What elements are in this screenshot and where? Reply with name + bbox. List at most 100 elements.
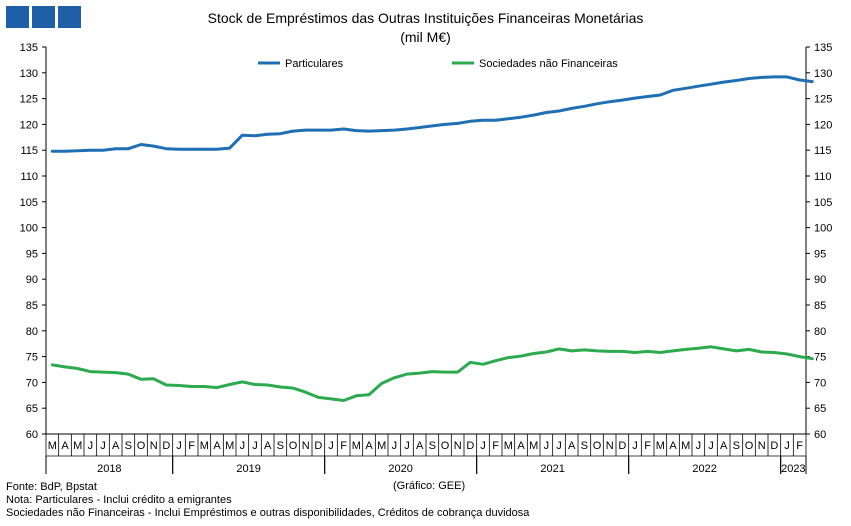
x-tick-label: M xyxy=(681,440,690,452)
x-tick-label: J xyxy=(176,440,182,452)
y-tick-label-left: 90 xyxy=(26,274,38,286)
x-tick-label: O xyxy=(441,440,450,452)
x-tick-label: F xyxy=(340,440,347,452)
x-tick-label: M xyxy=(225,440,234,452)
y-tick-label-right: 135 xyxy=(814,42,832,54)
series-line-particulares xyxy=(50,75,814,153)
x-tick-label: A xyxy=(264,440,272,452)
y-tick-label-right: 60 xyxy=(814,429,826,441)
x-tick-label: D xyxy=(770,440,778,452)
chart-title: Stock de Empréstimos das Outras Institui… xyxy=(0,9,851,47)
chart-title-line2: (mil M€) xyxy=(400,29,451,45)
y-tick-label-right: 125 xyxy=(814,94,832,106)
x-tick-label: J xyxy=(544,440,550,452)
chart-credit: (Gráfico: GEE) xyxy=(393,480,466,492)
x-tick-label: O xyxy=(745,440,754,452)
x-tick-label: D xyxy=(162,440,170,452)
y-tick-label-left: 110 xyxy=(20,171,38,183)
x-tick-label: J xyxy=(632,440,638,452)
x-tick-label: S xyxy=(733,440,740,452)
y-tick-label-right: 120 xyxy=(814,119,832,131)
y-tick-label-left: 115 xyxy=(20,145,38,157)
y-tick-label-left: 130 xyxy=(20,68,38,80)
x-year-label: 2023 xyxy=(781,463,805,475)
legend-label: Particulares xyxy=(285,58,344,70)
y-tick-label-right: 95 xyxy=(814,248,826,260)
y-tick-label-left: 65 xyxy=(26,403,38,415)
y-tick-label-right: 80 xyxy=(814,326,826,338)
x-tick-label: N xyxy=(454,440,462,452)
y-tick-label-left: 100 xyxy=(20,223,38,235)
x-tick-label: A xyxy=(416,440,424,452)
x-tick-label: M xyxy=(352,440,361,452)
x-tick-label: J xyxy=(100,440,106,452)
x-tick-label: A xyxy=(568,440,576,452)
legend-label: Sociedades não Financeiras xyxy=(479,58,618,70)
x-tick-label: O xyxy=(593,440,602,452)
x-tick-label: D xyxy=(314,440,322,452)
series-line-sociedades xyxy=(50,345,814,402)
x-tick-label: O xyxy=(289,440,298,452)
x-tick-label: F xyxy=(492,440,499,452)
y-tick-label-left: 95 xyxy=(26,248,38,260)
y-tick-label-right: 85 xyxy=(814,300,826,312)
x-year-label: 2022 xyxy=(692,463,716,475)
y-tick-label-right: 105 xyxy=(814,197,832,209)
x-tick-label: A xyxy=(720,440,728,452)
x-tick-label: J xyxy=(88,440,94,452)
source-note: Fonte: BdP, Bpstat xyxy=(6,481,97,493)
x-tick-label: J xyxy=(328,440,334,452)
x-tick-label: J xyxy=(784,440,790,452)
x-tick-label: S xyxy=(277,440,284,452)
y-tick-label-right: 90 xyxy=(814,274,826,286)
x-tick-label: M xyxy=(48,440,57,452)
y-tick-label-left: 60 xyxy=(26,429,38,441)
y-tick-label-right: 115 xyxy=(814,145,832,157)
y-tick-label-left: 135 xyxy=(20,42,38,54)
x-tick-label: A xyxy=(517,440,525,452)
x-year-label: 2020 xyxy=(388,463,412,475)
x-tick-label: J xyxy=(556,440,562,452)
y-tick-label-left: 70 xyxy=(26,377,38,389)
y-tick-label-right: 65 xyxy=(814,403,826,415)
y-tick-label-left: 75 xyxy=(26,352,38,364)
y-tick-label-left: 120 xyxy=(20,119,38,131)
brand-logo xyxy=(6,6,81,28)
x-tick-label: S xyxy=(429,440,436,452)
y-tick-label-left: 85 xyxy=(26,300,38,312)
y-tick-label-right: 100 xyxy=(814,223,832,235)
x-tick-label: M xyxy=(656,440,665,452)
x-tick-label: M xyxy=(529,440,538,452)
y-tick-label-right: 110 xyxy=(814,171,832,183)
x-tick-label: D xyxy=(618,440,626,452)
x-tick-label: N xyxy=(302,440,310,452)
x-tick-label: M xyxy=(200,440,209,452)
x-tick-label: J xyxy=(404,440,410,452)
x-tick-label: A xyxy=(112,440,120,452)
y-tick-label-right: 70 xyxy=(814,377,826,389)
y-tick-label-right: 75 xyxy=(814,352,826,364)
x-tick-label: N xyxy=(150,440,158,452)
x-tick-label: S xyxy=(581,440,588,452)
x-tick-label: S xyxy=(125,440,132,452)
chart-title-line1: Stock de Empréstimos das Outras Institui… xyxy=(207,10,644,26)
x-tick-label: J xyxy=(696,440,702,452)
x-tick-label: D xyxy=(466,440,474,452)
y-tick-label-left: 125 xyxy=(20,94,38,106)
x-tick-label: M xyxy=(504,440,513,452)
x-tick-label: A xyxy=(213,440,221,452)
x-year-label: 2018 xyxy=(97,463,121,475)
x-tick-label: J xyxy=(708,440,714,452)
x-tick-label: F xyxy=(796,440,803,452)
x-tick-label: F xyxy=(188,440,195,452)
x-year-label: 2021 xyxy=(540,463,564,475)
x-tick-label: N xyxy=(606,440,614,452)
x-tick-label: J xyxy=(240,440,246,452)
x-tick-label: J xyxy=(252,440,258,452)
x-tick-label: J xyxy=(392,440,398,452)
y-tick-label-left: 105 xyxy=(20,197,38,209)
x-tick-label: M xyxy=(377,440,386,452)
x-tick-label: F xyxy=(644,440,651,452)
x-tick-label: N xyxy=(758,440,766,452)
